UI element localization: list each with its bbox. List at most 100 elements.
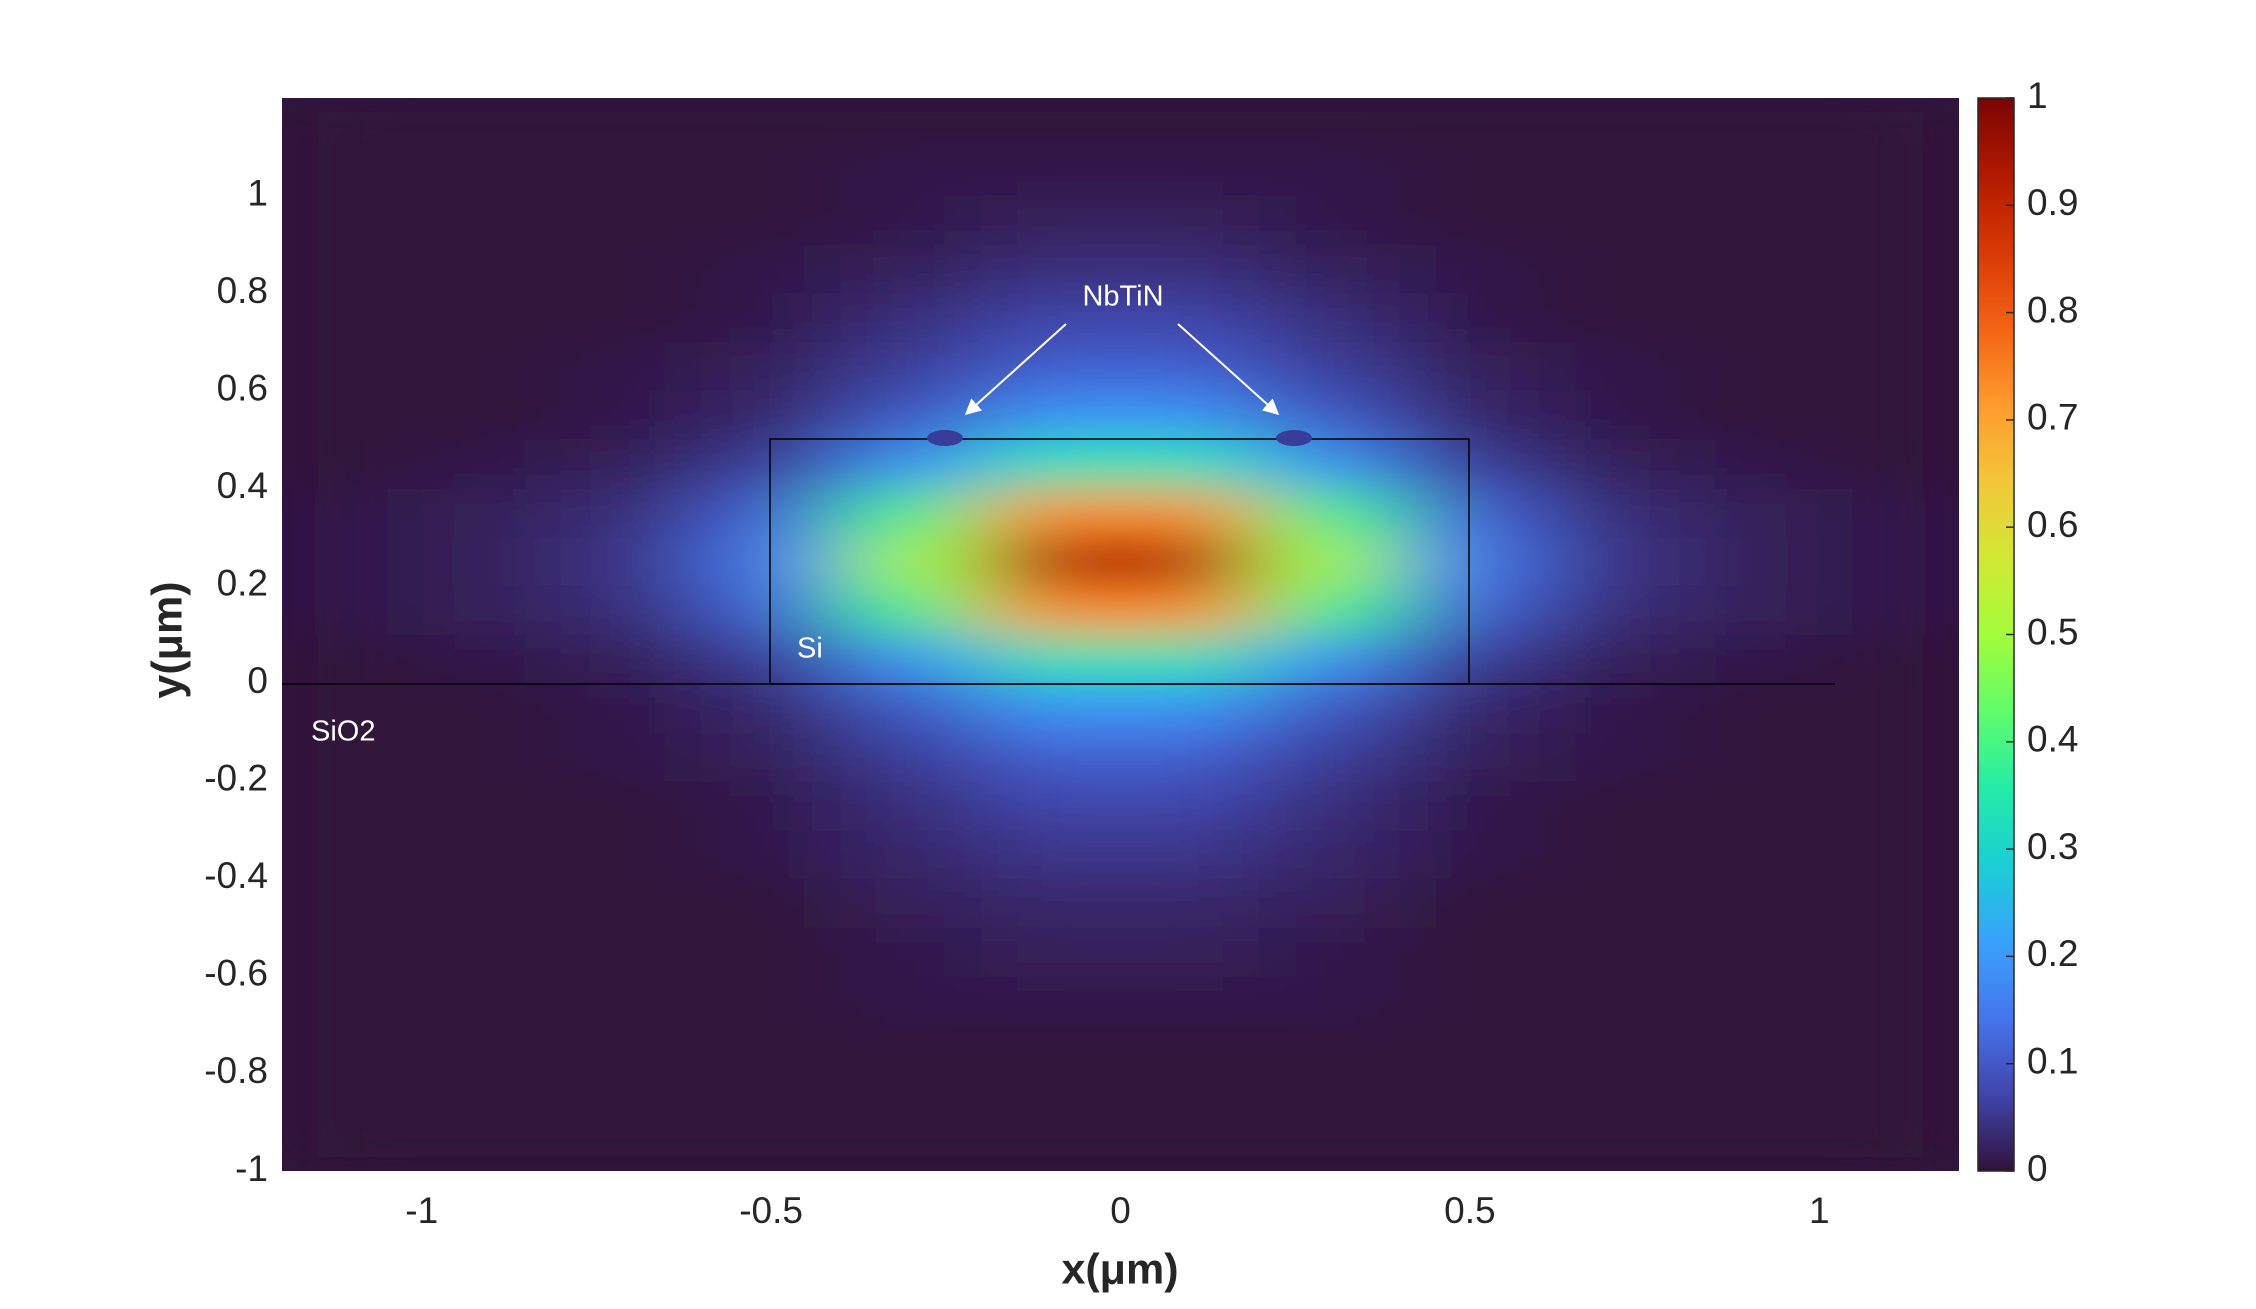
heatmap-cell bbox=[1539, 341, 1680, 392]
heatmap-cell bbox=[1259, 1121, 1401, 1171]
heatmap-cell bbox=[561, 292, 702, 343]
heatmap-cell bbox=[1679, 1024, 1820, 1074]
heatmap-cell bbox=[561, 1072, 702, 1123]
heatmap-cell bbox=[421, 780, 562, 831]
heatmap-cell bbox=[561, 390, 702, 440]
heatmap-cell bbox=[840, 731, 982, 782]
heatmap-cell bbox=[421, 487, 562, 538]
heatmap-cell bbox=[561, 634, 702, 684]
heatmap-cell bbox=[1399, 926, 1541, 977]
annotation: Si bbox=[797, 633, 823, 665]
heatmap-cell bbox=[1818, 1072, 1959, 1123]
heatmap-cell bbox=[1679, 829, 1820, 879]
heatmap-cell bbox=[1539, 585, 1680, 635]
heatmap-cell bbox=[1399, 1072, 1541, 1123]
heatmap-cell bbox=[1120, 1072, 1261, 1123]
heatmap-cell bbox=[421, 438, 562, 489]
y-tick-label: -0.2 bbox=[204, 758, 268, 799]
heatmap-cell bbox=[282, 731, 423, 782]
heatmap-cell bbox=[1259, 292, 1401, 343]
heatmap-cell bbox=[840, 1072, 982, 1123]
heatmap-cell bbox=[1259, 243, 1401, 294]
heatmap-cell bbox=[421, 292, 562, 343]
heatmap-cell bbox=[1818, 195, 1959, 245]
colorbar-tick-label: 0.3 bbox=[2027, 826, 2078, 867]
heatmap-cell bbox=[561, 780, 702, 831]
heatmap-cell bbox=[1539, 780, 1680, 831]
heatmap-cell bbox=[980, 1072, 1121, 1123]
colorbar-tick-label: 0.8 bbox=[2027, 289, 2078, 330]
heatmap-cell bbox=[1259, 780, 1401, 831]
heatmap-cell bbox=[1818, 877, 1959, 928]
heatmap-cell bbox=[980, 975, 1121, 1026]
heatmap-cell bbox=[1259, 98, 1401, 148]
heatmap-cell bbox=[1259, 390, 1401, 440]
heatmap-cell bbox=[1539, 438, 1680, 489]
heatmap-cell bbox=[700, 682, 842, 733]
heatmap-cell bbox=[840, 829, 982, 879]
arrow bbox=[1177, 323, 1280, 416]
heatmap-cell bbox=[1120, 926, 1261, 977]
heatmap-cell bbox=[1818, 634, 1959, 684]
heatmap-cell bbox=[1399, 634, 1541, 684]
heatmap-cell bbox=[840, 634, 982, 684]
y-tick-label: -0.8 bbox=[204, 1050, 268, 1091]
heatmap-cell bbox=[1399, 877, 1541, 928]
heatmap-cell bbox=[282, 634, 423, 684]
heatmap-cell bbox=[1539, 98, 1680, 148]
heatmap-cell bbox=[282, 926, 423, 977]
heatmap-cell bbox=[561, 438, 702, 489]
heatmap-cell bbox=[840, 390, 982, 440]
heatmap-cell bbox=[282, 341, 423, 392]
heatmap-cell bbox=[840, 926, 982, 977]
heatmap-cell bbox=[421, 1072, 562, 1123]
heatmap-cell bbox=[1539, 243, 1680, 294]
heatmap-cell bbox=[980, 243, 1121, 294]
y-tick-label: 0.6 bbox=[217, 367, 268, 408]
heatmap-cell bbox=[980, 98, 1121, 148]
heatmap-cell bbox=[282, 390, 423, 440]
heatmap-cell bbox=[561, 682, 702, 733]
heatmap-cell bbox=[980, 1121, 1121, 1171]
heatmap-cell bbox=[282, 975, 423, 1026]
heatmap-cell bbox=[1679, 341, 1820, 392]
heatmap-cell bbox=[1679, 975, 1820, 1026]
heatmap-cell bbox=[1679, 536, 1820, 587]
heatmap-cell bbox=[980, 829, 1121, 879]
heatmap-cell bbox=[1120, 877, 1261, 928]
heatmap-cell bbox=[1259, 1072, 1401, 1123]
heatmap-cell bbox=[1120, 585, 1261, 635]
heatmap-cell bbox=[1399, 341, 1541, 392]
heatmap-cell bbox=[1539, 682, 1680, 733]
heatmap-cell bbox=[1679, 98, 1820, 148]
colorbar-tick-label: 0.9 bbox=[2027, 182, 2078, 223]
heatmap-cell bbox=[561, 146, 702, 197]
y-tick-label: 0.2 bbox=[217, 563, 268, 604]
x-tick-label: -0.5 bbox=[739, 1190, 803, 1231]
heatmap-cell bbox=[700, 487, 842, 538]
y-tick-label: -0.6 bbox=[204, 953, 268, 994]
heatmap-cell bbox=[1679, 292, 1820, 343]
heatmap-cell bbox=[980, 292, 1121, 343]
colorbar-tick-label: 0.6 bbox=[2027, 504, 2078, 545]
heatmap-cell bbox=[700, 634, 842, 684]
heatmap-cell bbox=[1818, 243, 1959, 294]
heatmap-cell bbox=[421, 341, 562, 392]
heatmap-cell bbox=[700, 341, 842, 392]
heatmap-cell bbox=[840, 146, 982, 197]
heatmap-cell bbox=[1399, 390, 1541, 440]
heatmap-cell bbox=[421, 829, 562, 879]
heatmap-cell bbox=[700, 829, 842, 879]
heatmap-cell bbox=[840, 98, 982, 148]
heatmap-cell bbox=[1679, 438, 1820, 489]
heatmap-cell bbox=[282, 780, 423, 831]
heatmap-cell bbox=[1539, 292, 1680, 343]
heatmap-cell bbox=[1259, 536, 1401, 587]
heatmap-cell bbox=[1120, 341, 1261, 392]
heatmap-cell bbox=[1679, 731, 1820, 782]
colorbar-tick-label: 0.7 bbox=[2027, 397, 2078, 438]
heatmap-cell bbox=[1539, 487, 1680, 538]
heatmap-cell bbox=[561, 1121, 702, 1171]
heatmap-cell bbox=[1679, 195, 1820, 245]
